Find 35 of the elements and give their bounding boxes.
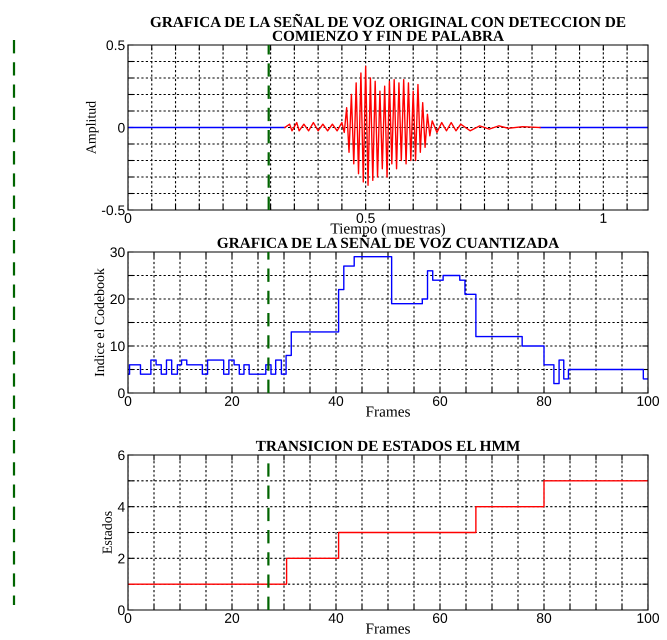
x-tick-label: 100 — [637, 396, 660, 406]
y-tick-label: 0 — [118, 122, 125, 133]
chart-title: GRAFICA DE LA SEÑAL DE VOZ ORIGINAL CON DETECCION DE COMIENZO Y FIN DE PALABRA — [150, 14, 626, 41]
chart-title: TRANSICION DE ESTADOS EL HMM — [256, 440, 520, 451]
y-tick-label: 6 — [118, 450, 125, 460]
y-tick-label: 20 — [110, 294, 125, 304]
x-axis-title: Frames — [366, 624, 410, 634]
y-axis-title: Amplitud — [86, 101, 99, 154]
x-tick-label: 0 — [124, 213, 132, 223]
y-tick-label: 0 — [118, 605, 125, 616]
x-tick-label: 60 — [432, 396, 448, 406]
x-tick-label: 60 — [432, 613, 448, 623]
x-tick-label: 100 — [637, 613, 660, 623]
y-tick-label: 2 — [118, 554, 125, 564]
y-tick-label: 10 — [110, 341, 125, 352]
line-series — [284, 66, 541, 186]
x-tick-label: 0 — [124, 613, 132, 623]
x-tick-label: 20 — [224, 613, 240, 623]
x-tick-label: 80 — [536, 396, 552, 406]
x-tick-label: 80 — [536, 613, 552, 623]
y-tick-label: 30 — [110, 247, 125, 258]
y-tick-label: 0 — [118, 388, 125, 398]
x-tick-label: 40 — [328, 613, 344, 623]
x-axis-title: Tiempo (muestras) — [330, 222, 445, 237]
x-tick-label: 0.5 — [356, 213, 375, 223]
y-tick-label: -0.5 — [102, 205, 125, 216]
x-tick-label: 20 — [224, 396, 240, 406]
y-axis-title: Indice el Codebook — [94, 268, 104, 376]
x-tick-label: 1 — [600, 213, 607, 223]
x-tick-label: 0 — [124, 396, 132, 406]
y-tick-label: 4 — [118, 502, 125, 512]
x-axis-title: Frames — [366, 406, 410, 417]
y-tick-label: 0.5 — [106, 40, 125, 50]
y-axis-title: Estados — [102, 511, 112, 554]
x-tick-label: 40 — [328, 396, 344, 406]
